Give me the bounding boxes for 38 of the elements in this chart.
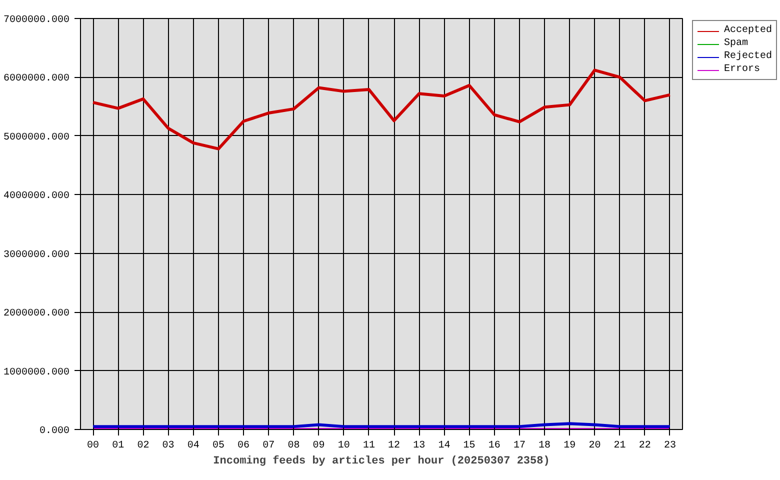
x-tick-label: 18	[538, 440, 551, 452]
y-tick-label: 6000000.000	[3, 74, 70, 85]
x-tick-label: 14	[438, 440, 450, 452]
x-tick-label: 22	[638, 440, 651, 452]
x-tick-label: 23	[664, 440, 676, 452]
legend-label: Spam	[724, 38, 748, 49]
x-tick-label: 11	[362, 440, 375, 452]
line-series	[92, 68, 672, 150]
x-tick-label: 16	[488, 440, 500, 452]
y-tick-label: 2000000.000	[3, 308, 70, 320]
x-tick-label: 17	[513, 440, 526, 452]
y-tick-label: 4000000.000	[3, 191, 70, 202]
legend-label: Errors	[724, 64, 760, 75]
x-tick-label: 12	[388, 440, 400, 452]
x-tick-label: 05	[212, 440, 224, 452]
legend-label: Accepted	[724, 25, 772, 36]
x-tick-label: 08	[288, 440, 300, 452]
y-tick-label: 7000000.000	[3, 15, 70, 26]
x-tick-label: 13	[413, 440, 426, 452]
legend-label: Rejected	[724, 51, 772, 62]
x-tick-label: 21	[614, 440, 626, 452]
x-tick-label: 15	[463, 440, 476, 452]
x-tick-label: 19	[564, 440, 576, 452]
x-tick-label: 01	[112, 440, 124, 452]
x-tick-label: 02	[137, 440, 150, 452]
x-tick-label: 03	[162, 440, 174, 452]
y-tick-label: 5000000.000	[3, 132, 70, 144]
y-tick-label: 0.000	[39, 426, 70, 437]
x-tick-label: 10	[338, 440, 350, 452]
y-tick-label: 3000000.000	[3, 250, 70, 261]
x-tick-label: 00	[87, 440, 100, 452]
x-axis-title: Incoming feeds by articles per hour (20250307 2358)	[213, 454, 550, 468]
y-tick-label: 1000000.000	[3, 367, 70, 378]
x-tick-label: 04	[187, 440, 200, 452]
x-tick-label: 07	[262, 440, 275, 452]
x-tick-label: 06	[238, 440, 250, 452]
x-tick-label: 09	[312, 440, 325, 452]
x-tick-label: 20	[588, 440, 601, 452]
